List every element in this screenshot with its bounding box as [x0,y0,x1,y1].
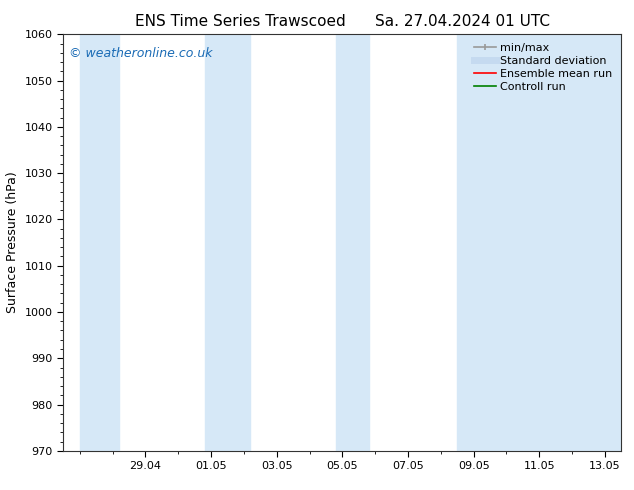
Bar [457,34,621,451]
Text: © weatheronline.co.uk: © weatheronline.co.uk [69,47,212,60]
Legend: min/max, Standard deviation, Ensemble mean run, Controll run: min/max, Standard deviation, Ensemble me… [470,40,616,95]
Y-axis label: Surface Pressure (hPa): Surface Pressure (hPa) [6,172,19,314]
Bar [336,34,368,451]
Title: ENS Time Series Trawscoed      Sa. 27.04.2024 01 UTC: ENS Time Series Trawscoed Sa. 27.04.2024… [135,14,550,29]
Bar [205,34,250,451]
Bar [80,34,119,451]
